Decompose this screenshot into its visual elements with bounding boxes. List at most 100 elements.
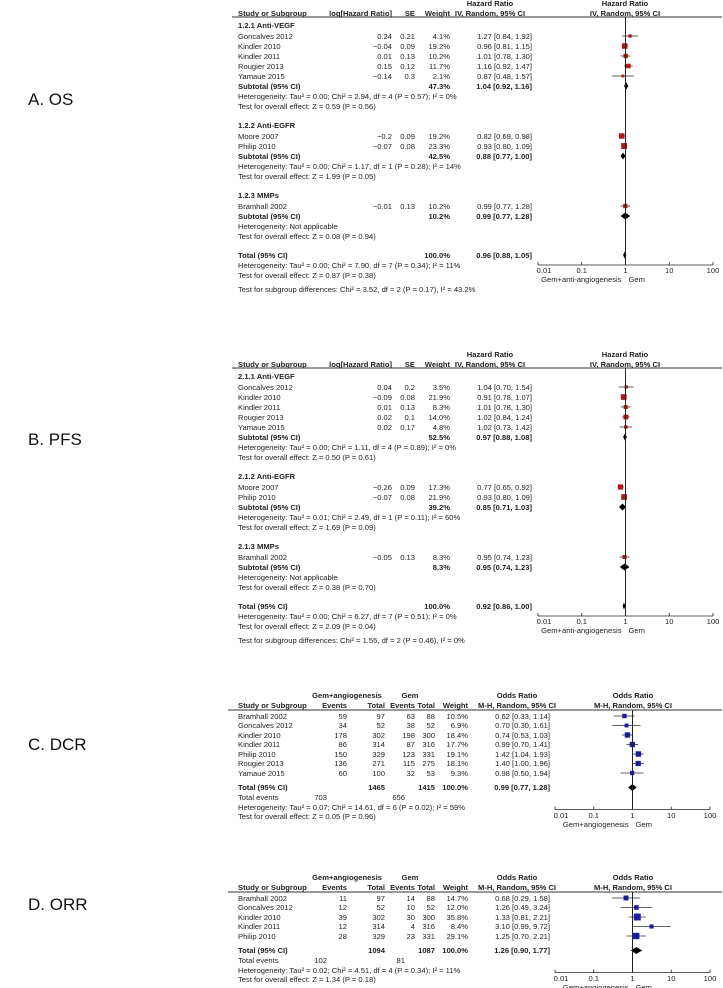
study-ctl-total: 53 xyxy=(426,768,435,778)
study-name: Kindler 2011 xyxy=(238,51,281,61)
study-log-hr: 0.02 xyxy=(377,412,392,422)
subgroup-heterogeneity: Heterogeneity: Tau² = 0.00; Chi² = 1.11,… xyxy=(238,442,457,452)
study-log-hr: 0.15 xyxy=(377,61,392,71)
column-header-study: Study or Subgroup xyxy=(238,700,307,710)
x-axis-tick-label: 0.01 xyxy=(553,810,569,820)
study-weight: 17.7% xyxy=(446,740,468,749)
study-ci: 0.99 [0.70, 1.41] xyxy=(495,740,550,749)
study-se: 0.09 xyxy=(400,131,415,141)
study-weight: 21.9% xyxy=(428,492,450,502)
subtotal-ci: 0.97 [0.88, 1.08] xyxy=(476,432,532,442)
study-marker xyxy=(633,913,641,921)
column-header-estimate: log[Hazard Ratio] xyxy=(329,359,392,369)
study-name: Bramhall 2002 xyxy=(238,893,287,903)
study-marker xyxy=(622,554,627,560)
study-exp-total: 52 xyxy=(376,903,385,912)
column-header-method: IV, Random, 95% CI xyxy=(454,359,526,369)
subgroup-title: 1.2.2 Anti-EGFR xyxy=(238,120,296,130)
study-exp-events: 28 xyxy=(338,931,347,941)
total-ctl-total: 1087 xyxy=(418,946,435,955)
study-exp-events: 60 xyxy=(338,768,347,778)
column-header-exp-total: Total xyxy=(367,700,385,710)
total-heterogeneity: Heterogeneity: Tau² = 0.07; Chi² = 14.61… xyxy=(238,802,466,812)
panel-label: B. PFS xyxy=(28,430,82,449)
column-header-study: Study or Subgroup xyxy=(238,359,307,369)
column-header-weight: Weight xyxy=(442,882,468,892)
study-name: Goncalves 2012 xyxy=(238,903,293,912)
study-name: Kindler 2010 xyxy=(238,392,281,402)
study-ctl-events: 32 xyxy=(406,768,415,778)
column-header-weight: Weight xyxy=(424,8,450,18)
subtotal-weight: 42.5% xyxy=(428,151,450,161)
study-se: 0.09 xyxy=(400,482,415,492)
column-header-control-group: Gem xyxy=(401,872,419,882)
subtotal-weight: 8.3% xyxy=(432,562,450,572)
total-ctl-events: 656 xyxy=(392,793,405,802)
x-axis-tick-label: 10 xyxy=(665,266,674,275)
column-header-ctl-total: Total xyxy=(417,882,435,892)
column-header-experimental-group: Gem+angiogenesis xyxy=(312,872,382,882)
study-ctl-total: 316 xyxy=(422,740,435,749)
subtotal-ci: 0.95 [0.74, 1.23] xyxy=(476,562,532,572)
column-header-exp-total: Total xyxy=(367,882,385,892)
study-name: Yamaue 2015 xyxy=(238,768,285,778)
study-se: 0.3 xyxy=(404,71,415,81)
total-weight: 100.0% xyxy=(424,250,450,260)
study-exp-events: 39 xyxy=(338,912,347,922)
study-name: Bramhall 2002 xyxy=(238,201,287,211)
total-overall-effect: Test for overall effect: Z = 2.09 (P = 0… xyxy=(238,621,376,631)
study-ci: 1.42 [1.04, 1.93] xyxy=(495,749,550,759)
plot-header-measure: Odds Ratio xyxy=(612,872,654,882)
study-name: Kindler 2011 xyxy=(238,740,281,749)
subtotal-weight: 39.2% xyxy=(428,502,450,512)
study-exp-events: 59 xyxy=(338,711,347,721)
subtotal-diamond xyxy=(623,82,629,90)
subtotal-diamond xyxy=(620,152,626,160)
subtotal-label: Subtotal (95% CI) xyxy=(238,211,301,221)
x-axis-tick-label: 0.1 xyxy=(588,810,600,820)
subgroup-title: 2.1.1 Anti-VEGF xyxy=(238,371,295,381)
study-ci: 1.16 [0.92, 1.47] xyxy=(477,61,532,71)
study-weight: 29.1% xyxy=(446,931,468,941)
subgroup-overall-effect: Test for overall effect: Z = 0.38 (P = 0… xyxy=(238,582,376,592)
study-ci: 0.96 [0.81, 1.15] xyxy=(477,41,532,51)
subtotal-weight: 10.2% xyxy=(428,211,450,221)
study-ci: 0.93 [0.80, 1.09] xyxy=(477,492,532,502)
study-marker xyxy=(626,63,631,69)
panel-label: C. DCR xyxy=(28,735,87,754)
study-ctl-events: 4 xyxy=(410,922,415,931)
study-ci: 0.70 [0.30, 1.61] xyxy=(495,721,550,730)
x-axis-tick-label: 100 xyxy=(703,973,717,983)
x-axis-tick-label: 100 xyxy=(703,810,717,820)
study-se: 0.08 xyxy=(400,392,415,402)
study-marker xyxy=(622,713,627,719)
study-ci: 1.01 [0.78, 1.30] xyxy=(477,51,532,61)
study-ci: 0.68 [0.29, 1.58] xyxy=(495,893,550,903)
study-exp-events: 12 xyxy=(338,922,347,931)
study-weight: 17.3% xyxy=(428,482,450,492)
study-log-hr: −0.26 xyxy=(372,482,392,492)
study-marker xyxy=(620,394,627,400)
total-weight: 100.0% xyxy=(442,946,468,955)
study-marker xyxy=(624,723,629,728)
favours-right-label: Gem xyxy=(635,819,652,829)
study-name: Rougier 2013 xyxy=(238,412,284,422)
study-ci: 1.02 [0.73, 1.42] xyxy=(477,422,532,432)
subgroup-overall-effect: Test for overall effect: Z = 0.08 (P = 0… xyxy=(238,231,376,241)
study-weight: 8.3% xyxy=(432,552,450,562)
total-ctl-events: 81 xyxy=(396,956,405,965)
x-axis-tick-label: 0.01 xyxy=(553,973,569,983)
study-marker xyxy=(635,760,641,767)
study-log-hr: −0.04 xyxy=(372,41,392,51)
subtotal-label: Subtotal (95% CI) xyxy=(238,81,301,91)
study-ci: 1.26 [0.49, 3.24] xyxy=(495,903,550,912)
study-name: Yamaue 2015 xyxy=(238,422,285,432)
study-ctl-events: 63 xyxy=(406,711,415,721)
total-exp-total: 1465 xyxy=(368,783,385,792)
column-header-measure: Odds Ratio xyxy=(496,690,538,700)
column-header-measure: Hazard Ratio xyxy=(466,0,514,8)
study-log-hr: −0.09 xyxy=(372,392,392,402)
study-ctl-events: 115 xyxy=(402,759,415,768)
study-weight: 14.7% xyxy=(446,893,468,903)
